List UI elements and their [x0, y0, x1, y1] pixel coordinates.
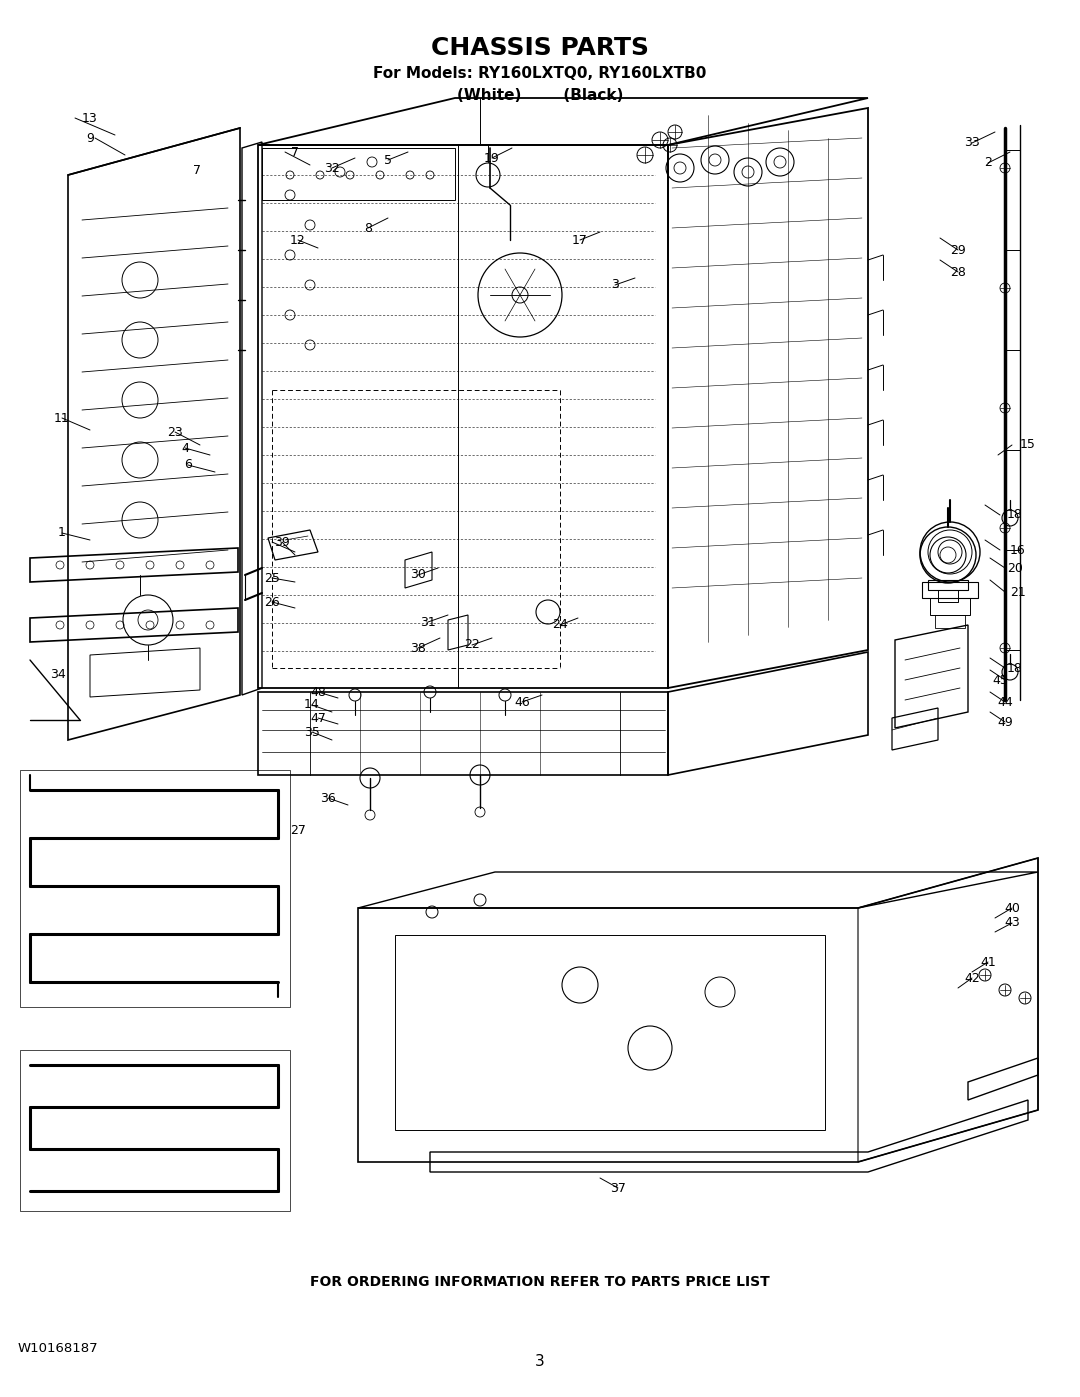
Text: 7: 7 [193, 163, 201, 176]
Text: 25: 25 [265, 571, 280, 584]
Text: 5: 5 [384, 154, 392, 166]
Text: 26: 26 [265, 595, 280, 609]
Text: 45: 45 [993, 673, 1008, 686]
Text: 46: 46 [514, 696, 530, 708]
Text: 9: 9 [86, 131, 94, 144]
Text: 20: 20 [1007, 562, 1023, 574]
Text: 37: 37 [610, 1182, 626, 1194]
Text: 42: 42 [964, 971, 980, 985]
Text: 33: 33 [964, 137, 980, 149]
Text: 27: 27 [291, 823, 306, 837]
Text: 18: 18 [1007, 662, 1023, 675]
Text: 23: 23 [167, 426, 183, 439]
Text: 17: 17 [572, 233, 588, 246]
Text: 15: 15 [1021, 439, 1036, 451]
Text: CHASSIS PARTS: CHASSIS PARTS [431, 36, 649, 60]
Text: 34: 34 [50, 669, 66, 682]
Text: 13: 13 [82, 112, 98, 124]
Text: 40: 40 [1004, 901, 1020, 915]
Text: 30: 30 [410, 569, 426, 581]
Text: FOR ORDERING INFORMATION REFER TO PARTS PRICE LIST: FOR ORDERING INFORMATION REFER TO PARTS … [310, 1275, 770, 1289]
Text: 41: 41 [981, 956, 996, 968]
Text: 24: 24 [552, 619, 568, 631]
Text: W10168187: W10168187 [18, 1341, 98, 1355]
Text: For Models: RY160LXTQ0, RY160LXTB0: For Models: RY160LXTQ0, RY160LXTB0 [374, 67, 706, 81]
Text: 4: 4 [181, 441, 189, 454]
Text: 14: 14 [305, 698, 320, 711]
Text: 7: 7 [291, 145, 299, 158]
Text: 2: 2 [984, 156, 991, 169]
Text: 38: 38 [410, 641, 426, 655]
Text: 8: 8 [364, 222, 372, 235]
Text: 1: 1 [58, 527, 66, 539]
Text: 35: 35 [305, 725, 320, 739]
Text: 32: 32 [324, 162, 340, 175]
Text: 12: 12 [291, 233, 306, 246]
Text: 36: 36 [320, 792, 336, 805]
Text: 21: 21 [1010, 585, 1026, 598]
Text: 39: 39 [274, 535, 289, 549]
Text: 48: 48 [310, 686, 326, 698]
Text: 3: 3 [535, 1355, 545, 1369]
Text: 19: 19 [484, 151, 500, 165]
Text: 28: 28 [950, 265, 966, 278]
Text: 31: 31 [420, 616, 436, 629]
Text: 11: 11 [54, 412, 70, 425]
Text: 18: 18 [1007, 509, 1023, 521]
Text: 3: 3 [611, 278, 619, 292]
Text: 22: 22 [464, 638, 480, 651]
Text: 49: 49 [997, 715, 1013, 728]
Text: 44: 44 [997, 696, 1013, 708]
Text: 29: 29 [950, 243, 966, 257]
Text: 16: 16 [1010, 543, 1026, 556]
Text: 6: 6 [184, 458, 192, 472]
Text: 43: 43 [1004, 916, 1020, 929]
Text: 47: 47 [310, 711, 326, 725]
Text: (White)        (Black): (White) (Black) [457, 88, 623, 103]
